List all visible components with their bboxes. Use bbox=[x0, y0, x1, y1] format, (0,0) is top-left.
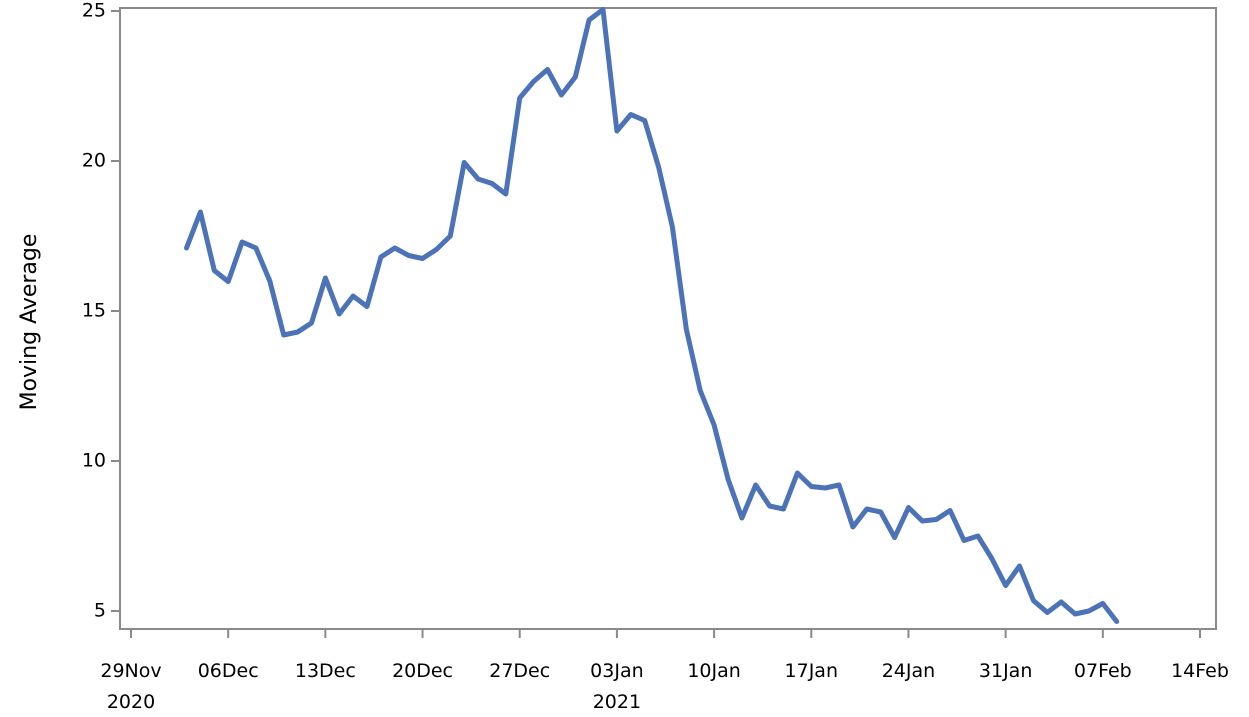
x-tick-label: 20Dec bbox=[392, 660, 453, 682]
data-point bbox=[1003, 583, 1008, 588]
y-tick-label: 25 bbox=[82, 0, 106, 22]
data-point bbox=[878, 510, 883, 515]
data-point bbox=[864, 507, 869, 512]
x-tick-label: 27Dec bbox=[489, 660, 550, 682]
data-point bbox=[1031, 598, 1036, 603]
x-tick-label: 06Dec bbox=[198, 660, 259, 682]
data-point bbox=[989, 556, 994, 561]
data-point bbox=[490, 181, 495, 186]
x-tick-label: 10Jan bbox=[687, 660, 740, 682]
data-point bbox=[1017, 564, 1022, 569]
data-point bbox=[212, 268, 217, 273]
x-tick-label: 17Jan bbox=[785, 660, 838, 682]
data-point bbox=[1059, 600, 1064, 605]
data-point bbox=[601, 7, 606, 12]
data-point bbox=[281, 333, 286, 338]
data-point bbox=[434, 247, 439, 252]
data-point bbox=[934, 517, 939, 522]
data-point bbox=[781, 507, 786, 512]
data-point bbox=[392, 246, 397, 251]
data-point bbox=[920, 519, 925, 524]
data-point bbox=[309, 321, 314, 326]
x-tick-label: 29Nov bbox=[100, 660, 161, 682]
data-point bbox=[337, 312, 342, 317]
data-point bbox=[975, 534, 980, 539]
data-point bbox=[1114, 619, 1119, 624]
data-point bbox=[795, 471, 800, 476]
data-point bbox=[253, 246, 258, 251]
data-point bbox=[628, 112, 633, 117]
data-point bbox=[823, 486, 828, 491]
x-tick-label: 24Jan bbox=[882, 660, 935, 682]
data-point bbox=[698, 388, 703, 393]
data-point bbox=[1100, 601, 1105, 606]
data-point bbox=[809, 484, 814, 489]
series-layer bbox=[184, 7, 1120, 624]
data-point bbox=[837, 483, 842, 488]
data-point bbox=[642, 118, 647, 123]
data-point bbox=[684, 327, 689, 332]
y-tick-label: 5 bbox=[94, 600, 106, 622]
series-line-0 bbox=[184, 7, 1120, 624]
x-axis: 29Nov 2020 06Dec 13Dec 20Dec 27Dec 03Jan 2021 10… bbox=[100, 629, 1229, 713]
data-point bbox=[378, 255, 383, 260]
y-tick-label: 15 bbox=[82, 300, 106, 322]
data-point bbox=[753, 483, 758, 488]
plot-frame bbox=[119, 7, 1217, 630]
y-tick-label: 10 bbox=[82, 450, 106, 472]
data-point bbox=[517, 96, 522, 101]
data-point bbox=[1086, 609, 1091, 614]
data-point bbox=[850, 525, 855, 530]
data-point bbox=[420, 256, 425, 261]
x-tick-year-label: 2020 bbox=[107, 691, 155, 713]
data-point bbox=[184, 246, 189, 251]
data-point bbox=[1073, 612, 1078, 617]
data-point bbox=[462, 160, 467, 165]
data-point bbox=[295, 330, 300, 335]
data-point bbox=[573, 75, 578, 80]
data-point bbox=[962, 538, 967, 543]
x-tick-label: 31Jan bbox=[979, 660, 1032, 682]
data-point bbox=[906, 505, 911, 510]
data-point bbox=[726, 477, 731, 482]
data-point bbox=[267, 279, 272, 284]
data-point bbox=[739, 516, 744, 521]
data-point bbox=[323, 276, 328, 281]
data-point bbox=[351, 294, 356, 299]
data-point bbox=[948, 508, 953, 513]
data-point bbox=[531, 79, 536, 84]
data-point bbox=[712, 423, 717, 428]
x-tick-label: 14Feb bbox=[1171, 660, 1229, 682]
data-point bbox=[198, 210, 203, 215]
data-point bbox=[892, 535, 897, 540]
y-axis-title: Moving Average bbox=[17, 234, 42, 411]
data-point bbox=[476, 177, 481, 182]
x-tick-label: 13Dec bbox=[295, 660, 356, 682]
data-point bbox=[365, 304, 370, 309]
data-point bbox=[226, 279, 231, 284]
data-point bbox=[503, 192, 508, 197]
data-point bbox=[545, 67, 550, 72]
x-tick-label: 03Jan bbox=[590, 660, 643, 682]
y-axis: 5 10 15 20 25 bbox=[82, 0, 120, 622]
data-point bbox=[767, 504, 772, 509]
data-point bbox=[656, 165, 661, 170]
x-tick-year-label: 2021 bbox=[593, 691, 641, 713]
data-point bbox=[240, 240, 245, 245]
data-point bbox=[587, 18, 592, 23]
x-tick-label: 07Feb bbox=[1074, 660, 1132, 682]
data-point bbox=[1045, 610, 1050, 615]
data-point bbox=[448, 234, 453, 239]
data-point bbox=[559, 93, 564, 98]
data-point bbox=[406, 253, 411, 258]
data-point bbox=[614, 129, 619, 134]
data-point bbox=[670, 225, 675, 230]
y-tick-label: 20 bbox=[82, 150, 106, 172]
